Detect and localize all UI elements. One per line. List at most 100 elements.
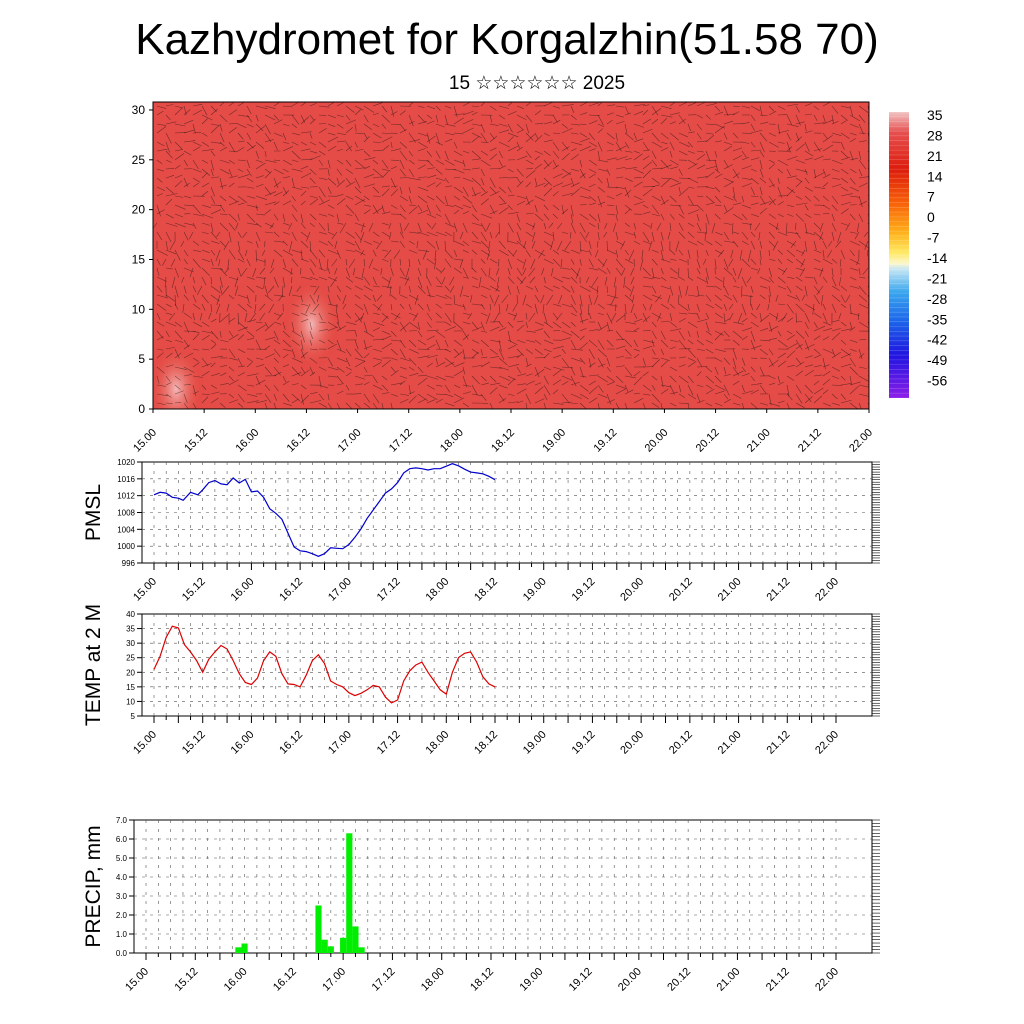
wind-vector bbox=[561, 267, 571, 270]
wind-vector bbox=[857, 312, 860, 320]
wind-vector bbox=[372, 338, 384, 341]
wind-vector bbox=[459, 231, 464, 240]
precip-panel-y-tick-label: 5.0 bbox=[116, 854, 128, 863]
wind-vector bbox=[381, 342, 392, 350]
wind-vector bbox=[579, 335, 585, 341]
wind-vector bbox=[216, 231, 221, 238]
wind-vector bbox=[687, 321, 698, 328]
wind-vector bbox=[228, 317, 236, 323]
wind-vector bbox=[394, 312, 401, 320]
wind-vector bbox=[462, 127, 474, 134]
wind-vector bbox=[849, 312, 860, 316]
wind-vector bbox=[228, 159, 235, 165]
wind-vector bbox=[489, 132, 495, 140]
wind-vector bbox=[714, 105, 721, 112]
wind-vector bbox=[426, 375, 439, 380]
wind-vector bbox=[642, 118, 652, 125]
heat-y-tick-label: 30 bbox=[132, 103, 146, 117]
wind-vector bbox=[687, 222, 695, 227]
wind-vector bbox=[633, 153, 643, 161]
wind-vector bbox=[624, 231, 636, 236]
wind-vector bbox=[498, 202, 507, 206]
wind-vector bbox=[291, 258, 299, 267]
wind-vector bbox=[750, 240, 756, 250]
wind-vector bbox=[660, 132, 669, 140]
wind-vector bbox=[728, 303, 734, 310]
wind-vector bbox=[704, 231, 707, 241]
wind-vector bbox=[655, 294, 662, 303]
wind-vector bbox=[210, 303, 212, 313]
wind-vector bbox=[291, 383, 299, 386]
wind-vector bbox=[768, 231, 776, 239]
wind-vector bbox=[723, 312, 725, 322]
wind-vector bbox=[219, 195, 227, 202]
wind-vector bbox=[714, 231, 723, 236]
wind-vector bbox=[667, 294, 671, 304]
wind-vector bbox=[633, 398, 644, 404]
wind-vector bbox=[732, 132, 739, 139]
wind-vector bbox=[417, 258, 421, 265]
wind-vector bbox=[570, 154, 579, 161]
wind-vector bbox=[255, 213, 266, 216]
wind-vector bbox=[714, 375, 722, 383]
wind-vector bbox=[687, 402, 690, 409]
wind-vector bbox=[813, 155, 824, 161]
wind-vector bbox=[795, 312, 797, 323]
wind-vector bbox=[570, 105, 575, 113]
wind-vector bbox=[529, 276, 536, 284]
wind-vector bbox=[183, 150, 192, 156]
wind-vector bbox=[462, 222, 468, 233]
wind-vector bbox=[471, 249, 478, 255]
wind-vector bbox=[183, 109, 191, 116]
wind-vector bbox=[651, 177, 660, 184]
wind-vector bbox=[471, 177, 481, 186]
wind-vector bbox=[570, 177, 575, 186]
wind-vector bbox=[273, 201, 280, 206]
wind-vector bbox=[741, 240, 749, 245]
wind-vector bbox=[273, 141, 278, 151]
wind-vector bbox=[507, 123, 513, 133]
wind-vector bbox=[354, 339, 359, 350]
wind-vector bbox=[570, 285, 575, 294]
heat-x-tick-label: 19.00 bbox=[540, 427, 568, 455]
wind-vector bbox=[259, 267, 266, 275]
wind-vector bbox=[831, 267, 834, 277]
wind-vector bbox=[705, 102, 717, 107]
wind-vector bbox=[435, 375, 447, 381]
wind-vector bbox=[408, 186, 411, 194]
wind-vector bbox=[822, 312, 828, 324]
temp-panel-x-tick-label: 21.00 bbox=[716, 729, 744, 757]
wind-vector bbox=[795, 321, 803, 323]
wind-vector bbox=[840, 193, 853, 197]
wind-vector bbox=[651, 132, 660, 142]
wind-vector bbox=[255, 240, 259, 248]
wind-vector bbox=[516, 141, 521, 149]
wind-vector bbox=[309, 155, 321, 161]
wind-vector bbox=[822, 402, 832, 407]
wind-vector bbox=[354, 393, 362, 395]
temp-panel-x-tick-label: 20.00 bbox=[618, 729, 646, 757]
wind-vector bbox=[219, 382, 229, 386]
wind-vector bbox=[390, 267, 394, 276]
wind-vector bbox=[255, 150, 260, 159]
wind-vector bbox=[813, 276, 818, 285]
wind-vector bbox=[858, 140, 867, 143]
wind-vector bbox=[426, 167, 436, 170]
wind-vector bbox=[543, 276, 546, 284]
wind-vector bbox=[372, 176, 383, 179]
wind-vector bbox=[282, 176, 291, 179]
pmsl-panel-y-tick-label: 1004 bbox=[117, 525, 135, 534]
wind-vector bbox=[426, 344, 436, 350]
wind-vector bbox=[816, 285, 824, 295]
wind-vector bbox=[786, 384, 790, 396]
wind-vector bbox=[813, 325, 826, 332]
wind-vector bbox=[621, 267, 626, 276]
wind-vector bbox=[345, 402, 353, 409]
wind-vector bbox=[588, 249, 592, 256]
wind-vector bbox=[606, 321, 610, 332]
wind-vector bbox=[336, 213, 340, 222]
wind-vector bbox=[444, 138, 453, 143]
wind-vector bbox=[804, 195, 812, 202]
wind-vector bbox=[156, 321, 165, 327]
wind-vector bbox=[552, 191, 559, 197]
